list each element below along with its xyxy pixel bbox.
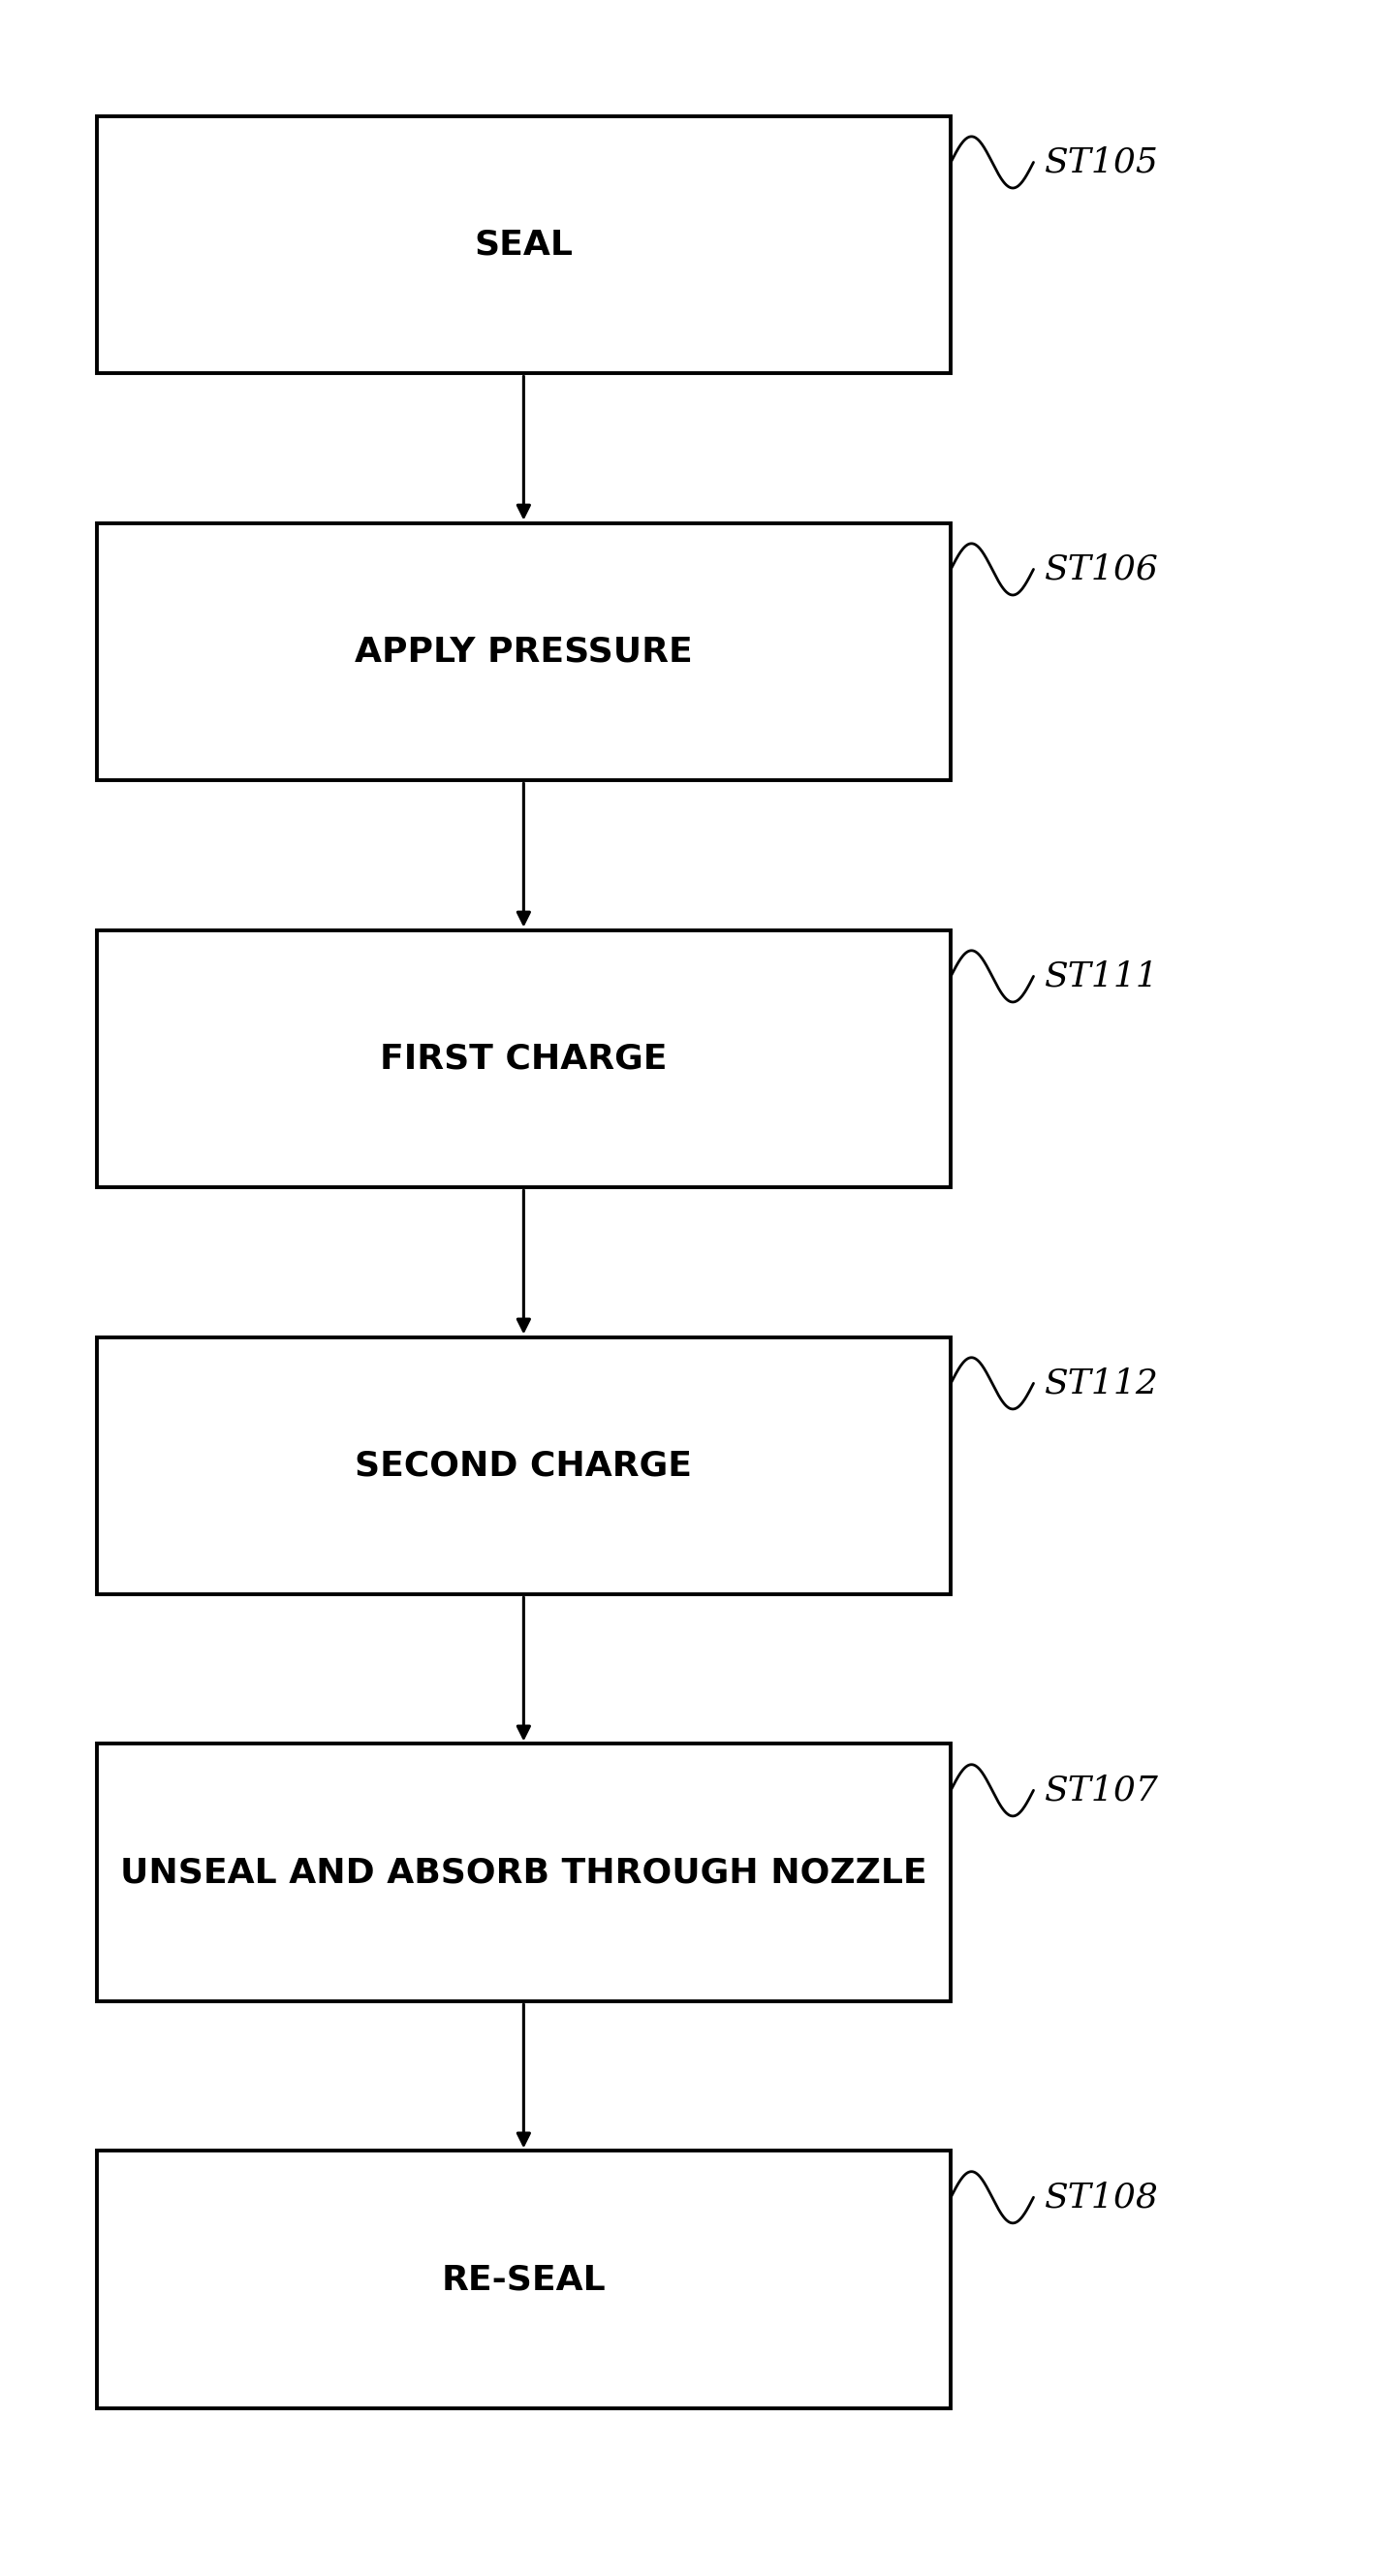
Text: ST108: ST108 [1045,2182,1159,2213]
Text: FIRST CHARGE: FIRST CHARGE [380,1043,667,1074]
Bar [96,1337,951,1595]
Bar [96,116,951,374]
Text: ST112: ST112 [1045,1368,1159,1399]
Text: SEAL: SEAL [474,229,573,260]
Bar [96,930,951,1188]
Bar [96,1744,951,2002]
Text: ST105: ST105 [1045,147,1159,178]
Text: ST111: ST111 [1045,961,1159,992]
Text: ST107: ST107 [1045,1775,1159,1806]
Text: UNSEAL AND ABSORB THROUGH NOZZLE: UNSEAL AND ABSORB THROUGH NOZZLE [120,1857,927,1888]
Text: ST106: ST106 [1045,554,1159,585]
Bar [96,523,951,781]
Bar [96,2151,951,2409]
Text: SECOND CHARGE: SECOND CHARGE [356,1450,692,1481]
Text: APPLY PRESSURE: APPLY PRESSURE [354,636,693,667]
Text: RE-SEAL: RE-SEAL [441,2264,606,2295]
